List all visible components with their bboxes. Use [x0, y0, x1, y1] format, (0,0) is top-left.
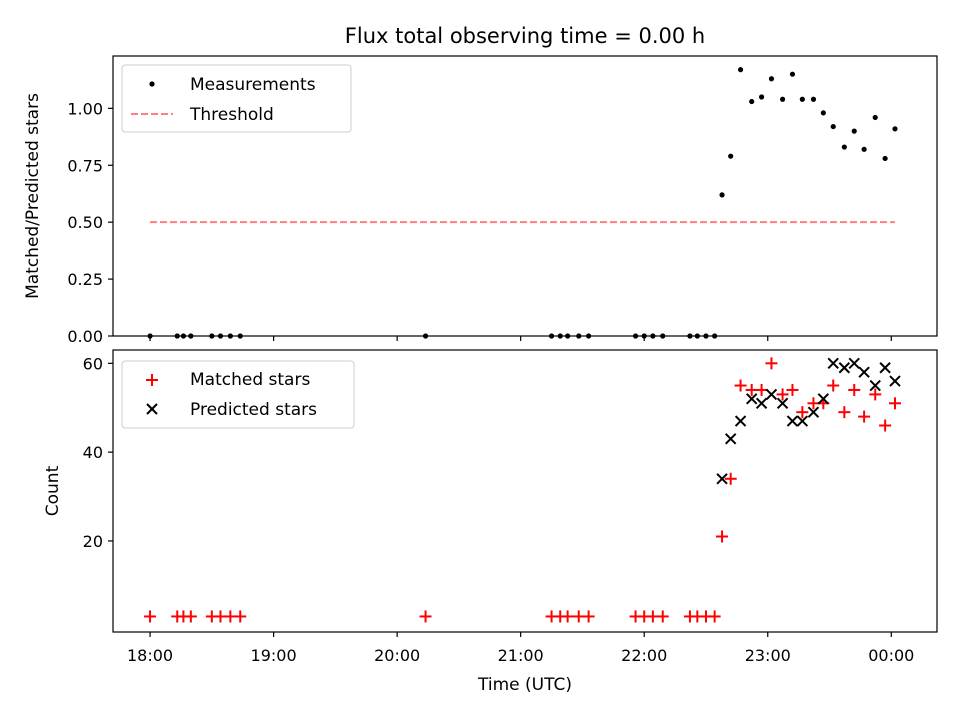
bottom-legend-box [121, 360, 355, 429]
matched-star-point [888, 397, 901, 410]
measurement-point [841, 144, 847, 150]
bottom-y-tick-label: 60 [83, 354, 103, 373]
bottom-y-axis-ticks: 20 40 60 [83, 354, 113, 551]
matched-star-point [827, 379, 840, 392]
top-y-tick-label: 1.00 [67, 99, 103, 118]
matched-star-point [755, 383, 768, 396]
bottom-panel-frame [112, 349, 938, 633]
predicted-star-point [869, 379, 881, 392]
matched-star-point [796, 406, 809, 419]
bottom-x-tick-label: 19:00 [251, 646, 297, 665]
measurement-point [789, 71, 796, 77]
predicted-star-point [817, 393, 830, 405]
measurement-point [882, 155, 888, 162]
matched-star-point [765, 357, 778, 370]
matched-star-point [716, 530, 729, 543]
matched-star-point [234, 610, 247, 623]
measurement-point [749, 98, 755, 105]
matched-star-point [561, 610, 574, 623]
measurement-point [830, 123, 836, 130]
matched-star-point [734, 379, 747, 392]
matched-star-point [656, 610, 669, 623]
measurement-point [719, 192, 725, 198]
predicted-star-point [858, 366, 870, 378]
x-axis-label: Time (UTC) [477, 675, 572, 695]
matched-star-point [786, 383, 799, 396]
top-x-axis-ticks [149, 336, 892, 341]
legend-matched-label: Matched stars [190, 370, 310, 390]
chart-title: Flux total observing time = 0.00 h [345, 24, 705, 48]
predicted-star-point [796, 415, 809, 427]
bottom-x-tick-label: 22:00 [621, 646, 667, 665]
measurement-point [779, 96, 786, 102]
predicted-star-point [827, 357, 839, 370]
matched-star-point [776, 388, 789, 401]
top-y-axis-ticks: 0.00 0.25 0.50 0.75 1.00 [67, 99, 113, 346]
measurement-point [799, 96, 805, 102]
bottom-x-tick-label: 23:00 [745, 646, 791, 665]
predicted-star-point [724, 433, 737, 445]
matched-star-point [184, 610, 197, 623]
top-legend: Measurements Threshold [121, 64, 352, 133]
matched-star-point [848, 383, 861, 396]
bottom-x-tick-label: 20:00 [374, 646, 420, 665]
measurement-point [728, 153, 734, 159]
legend-measurements-marker [149, 81, 155, 87]
predicted-star-point [776, 397, 789, 409]
legend-threshold-label: Threshold [189, 105, 274, 125]
legend-predicted-marker [146, 403, 158, 415]
measurement-point [758, 94, 765, 100]
bottom-x-tick-label: 00:00 [868, 646, 914, 665]
matched-star-point [708, 610, 721, 623]
predicted-star-point [848, 357, 860, 370]
predicted-star-point [765, 388, 778, 401]
predicted-star-point [879, 362, 891, 374]
matched-star-point [144, 610, 157, 623]
measurement-point [810, 96, 817, 102]
bottom-x-tick-label: 21:00 [498, 646, 544, 665]
matched-star-point [419, 610, 432, 623]
measurement-point [737, 67, 744, 73]
bottom-y-axis-label: Count [43, 465, 63, 516]
predicted-star-point [755, 397, 768, 409]
bottom-x-tick-label: 18:00 [127, 646, 173, 665]
bottom-y-tick-label: 40 [83, 443, 103, 462]
matched-star-point [879, 419, 892, 432]
top-y-tick-label: 0.50 [67, 213, 103, 232]
top-panel-frame [112, 55, 938, 337]
top-y-tick-label: 0.75 [67, 156, 103, 175]
predicted-star-point [734, 415, 747, 427]
legend-matched-marker [146, 374, 158, 386]
predicted-star-point [807, 406, 820, 418]
top-y-tick-label: 0.00 [67, 327, 103, 346]
measurement-point [892, 126, 898, 132]
matched-star-point [869, 388, 882, 401]
bottom-legend: Matched stars Predicted stars [121, 360, 355, 429]
top-y-tick-label: 0.25 [67, 270, 103, 289]
top-legend-box [121, 64, 352, 133]
bottom-y-tick-label: 20 [83, 532, 103, 551]
predicted-star-point [745, 393, 758, 405]
predicted-star-point [716, 473, 728, 485]
measurement-point [820, 110, 826, 116]
measurement-point [768, 76, 775, 82]
predicted-star-point [889, 375, 901, 387]
predicted-star-point [786, 415, 799, 427]
matched-star-point [858, 410, 871, 423]
legend-predicted-label: Predicted stars [190, 400, 317, 420]
matched-star-point [582, 610, 595, 623]
matched-star-point [724, 472, 737, 485]
legend-measurements-label: Measurements [190, 75, 316, 95]
measurement-point [851, 128, 857, 134]
top-y-axis-label: Matched/Predicted stars [23, 93, 43, 299]
bottom-panel-marks [144, 357, 901, 623]
matched-star-point [838, 406, 851, 419]
predicted-star-point [838, 362, 851, 374]
bottom-x-axis-ticks: 18:00 19:00 20:00 21:00 22:00 23:00 00:00 [127, 632, 914, 665]
measurement-point [872, 114, 878, 121]
measurement-point [861, 146, 867, 152]
